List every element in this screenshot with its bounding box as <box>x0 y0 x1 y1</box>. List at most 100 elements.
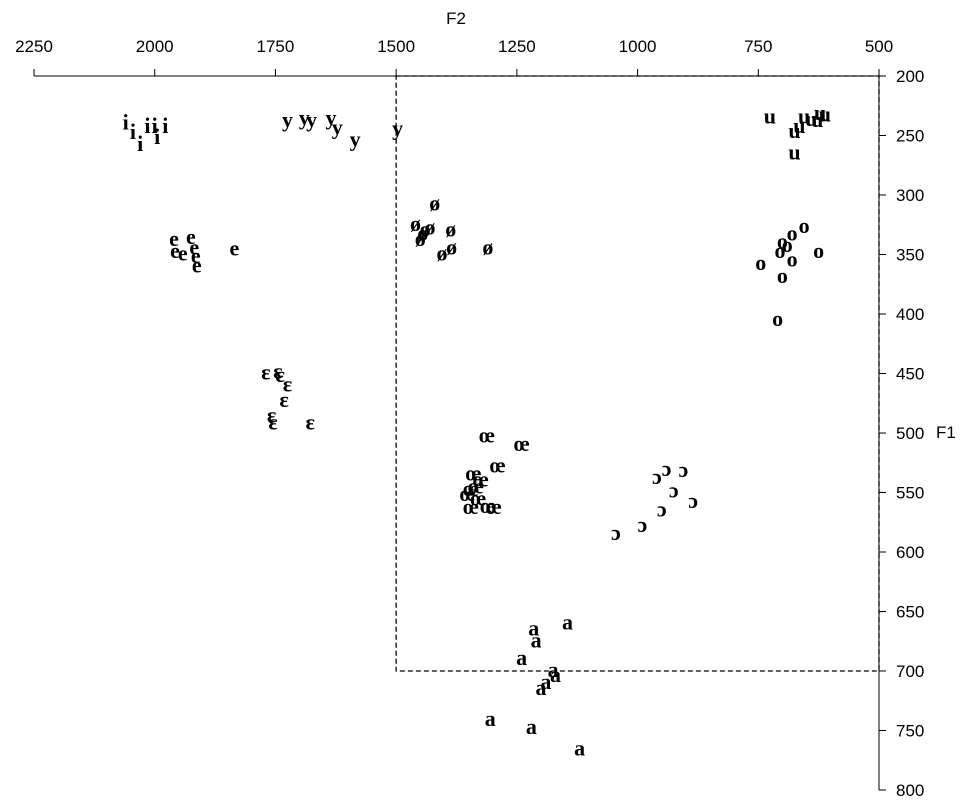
vowel-point: ɛ <box>279 387 289 412</box>
x-tick-label: 2000 <box>136 37 174 56</box>
vowel-point: e <box>170 238 180 263</box>
vowel-point: œ <box>468 474 484 499</box>
vowel-point: œ <box>514 431 530 456</box>
y-tick-label: 600 <box>896 543 924 562</box>
vowel-point: ɔ <box>679 457 689 482</box>
y-tick-label: 300 <box>896 186 924 205</box>
vowel-point: a <box>548 657 559 682</box>
vowel-point: e <box>186 224 196 249</box>
vowel-point: ɛ <box>273 358 283 383</box>
vowel-point: œ <box>479 423 495 448</box>
vowel-point: ø <box>437 241 448 266</box>
x-tick-label: 1250 <box>498 37 536 56</box>
vowel-point: ø <box>415 226 426 251</box>
vowel-point: o <box>787 220 798 245</box>
vowel-point: o <box>777 229 788 254</box>
vowel-point: œ <box>470 486 486 511</box>
vowel-point: u <box>819 101 831 126</box>
vowel-point: ø <box>424 214 435 239</box>
dashed-region <box>395 75 880 672</box>
vowel-point: y <box>350 126 361 151</box>
x-tick-label: 1500 <box>377 37 415 56</box>
vowel-point: e <box>169 226 179 251</box>
vowel-point: a <box>550 662 561 687</box>
y-tick-label: 750 <box>896 722 924 741</box>
vowel-point: ɔ <box>638 512 648 537</box>
vowel-point: u <box>764 104 776 129</box>
vowel-point: a <box>540 669 551 694</box>
y-tick-label: 500 <box>896 424 924 443</box>
vowel-point: u <box>788 139 800 164</box>
vowel-point: œ <box>490 452 506 477</box>
x-tick-label: 1750 <box>257 37 295 56</box>
y-tick-label: 650 <box>896 603 924 622</box>
vowel-point: o <box>799 213 810 238</box>
vowel-point: ɔ <box>662 456 672 481</box>
vowel-point: o <box>775 238 786 263</box>
vowel-point: o <box>772 306 783 331</box>
vowel-point: ɔ <box>688 488 698 513</box>
vowel-point: o <box>777 263 788 288</box>
vowel-point: a <box>526 714 537 739</box>
x-tick-label: 500 <box>865 37 893 56</box>
vowel-point: ø <box>482 235 493 260</box>
y-tick-label: 800 <box>896 781 924 800</box>
vowel-point: ɔ <box>657 496 667 521</box>
y-tick-label: 400 <box>896 305 924 324</box>
vowel-point: e <box>189 235 199 260</box>
vowel-point: a <box>562 609 573 634</box>
vowel-point: u <box>811 107 823 132</box>
vowel-point: y <box>306 107 317 132</box>
y-axis-title: F1 <box>936 423 956 442</box>
vowel-point: a <box>485 706 496 731</box>
y-tick-label: 550 <box>896 484 924 503</box>
vowel-point: y <box>325 105 336 130</box>
vowel-point: œ <box>460 481 476 506</box>
x-tick-label: 2250 <box>15 37 53 56</box>
vowel-point: ɛ <box>268 409 278 434</box>
y-tick-label: 700 <box>896 662 924 681</box>
vowel-point: ɛ <box>276 362 286 387</box>
y-tick-label: 350 <box>896 246 924 265</box>
vowel-point: ø <box>417 220 428 245</box>
vowel-point: e <box>178 241 188 266</box>
vowel-point: o <box>787 246 798 271</box>
vowel-point: o <box>782 232 793 257</box>
vowel-point: i <box>137 131 143 156</box>
vowel-point: a <box>516 645 527 670</box>
vowel-point: a <box>531 627 542 652</box>
vowel-point: i <box>154 124 160 149</box>
vowel-point: œ <box>480 493 496 518</box>
vowel-point: a <box>574 736 585 761</box>
x-axis-title: F2 <box>446 9 466 28</box>
vowel-point: ɛ <box>261 360 271 385</box>
y-tick-label: 200 <box>896 67 924 86</box>
vowel-point: ɔ <box>611 520 621 545</box>
vowel-point: ɛ <box>283 371 293 396</box>
vowel-point: i <box>144 113 150 138</box>
vowel-point: ø <box>410 211 421 236</box>
vowel-point: œ <box>463 494 479 519</box>
vowel-point: e <box>191 243 201 268</box>
y-tick-label: 450 <box>896 365 924 384</box>
vowel-point: u <box>805 106 817 131</box>
x-tick-label: 1000 <box>619 37 657 56</box>
vowel-point: a <box>528 615 539 640</box>
vowel-point: u <box>798 104 810 129</box>
vowel-point: a <box>536 675 547 700</box>
vowel-point: i <box>162 113 168 138</box>
axes: 2250 2000 1750 1500 1250 1000 750 5002002503003… <box>15 37 924 800</box>
vowel-point: œ <box>465 461 481 486</box>
vowel-point: ɔ <box>652 464 662 489</box>
y-tick-label: 250 <box>896 127 924 146</box>
vowel-point: y <box>282 107 293 132</box>
vowel-point: ø <box>445 217 456 242</box>
vowel-point: ɛ <box>267 402 277 427</box>
vowel-point: y <box>392 116 403 141</box>
vowel-point: o <box>813 238 824 263</box>
x-tick-label: 750 <box>744 37 772 56</box>
vowel-point: ø <box>420 217 431 242</box>
vowel-point: e <box>230 236 240 261</box>
